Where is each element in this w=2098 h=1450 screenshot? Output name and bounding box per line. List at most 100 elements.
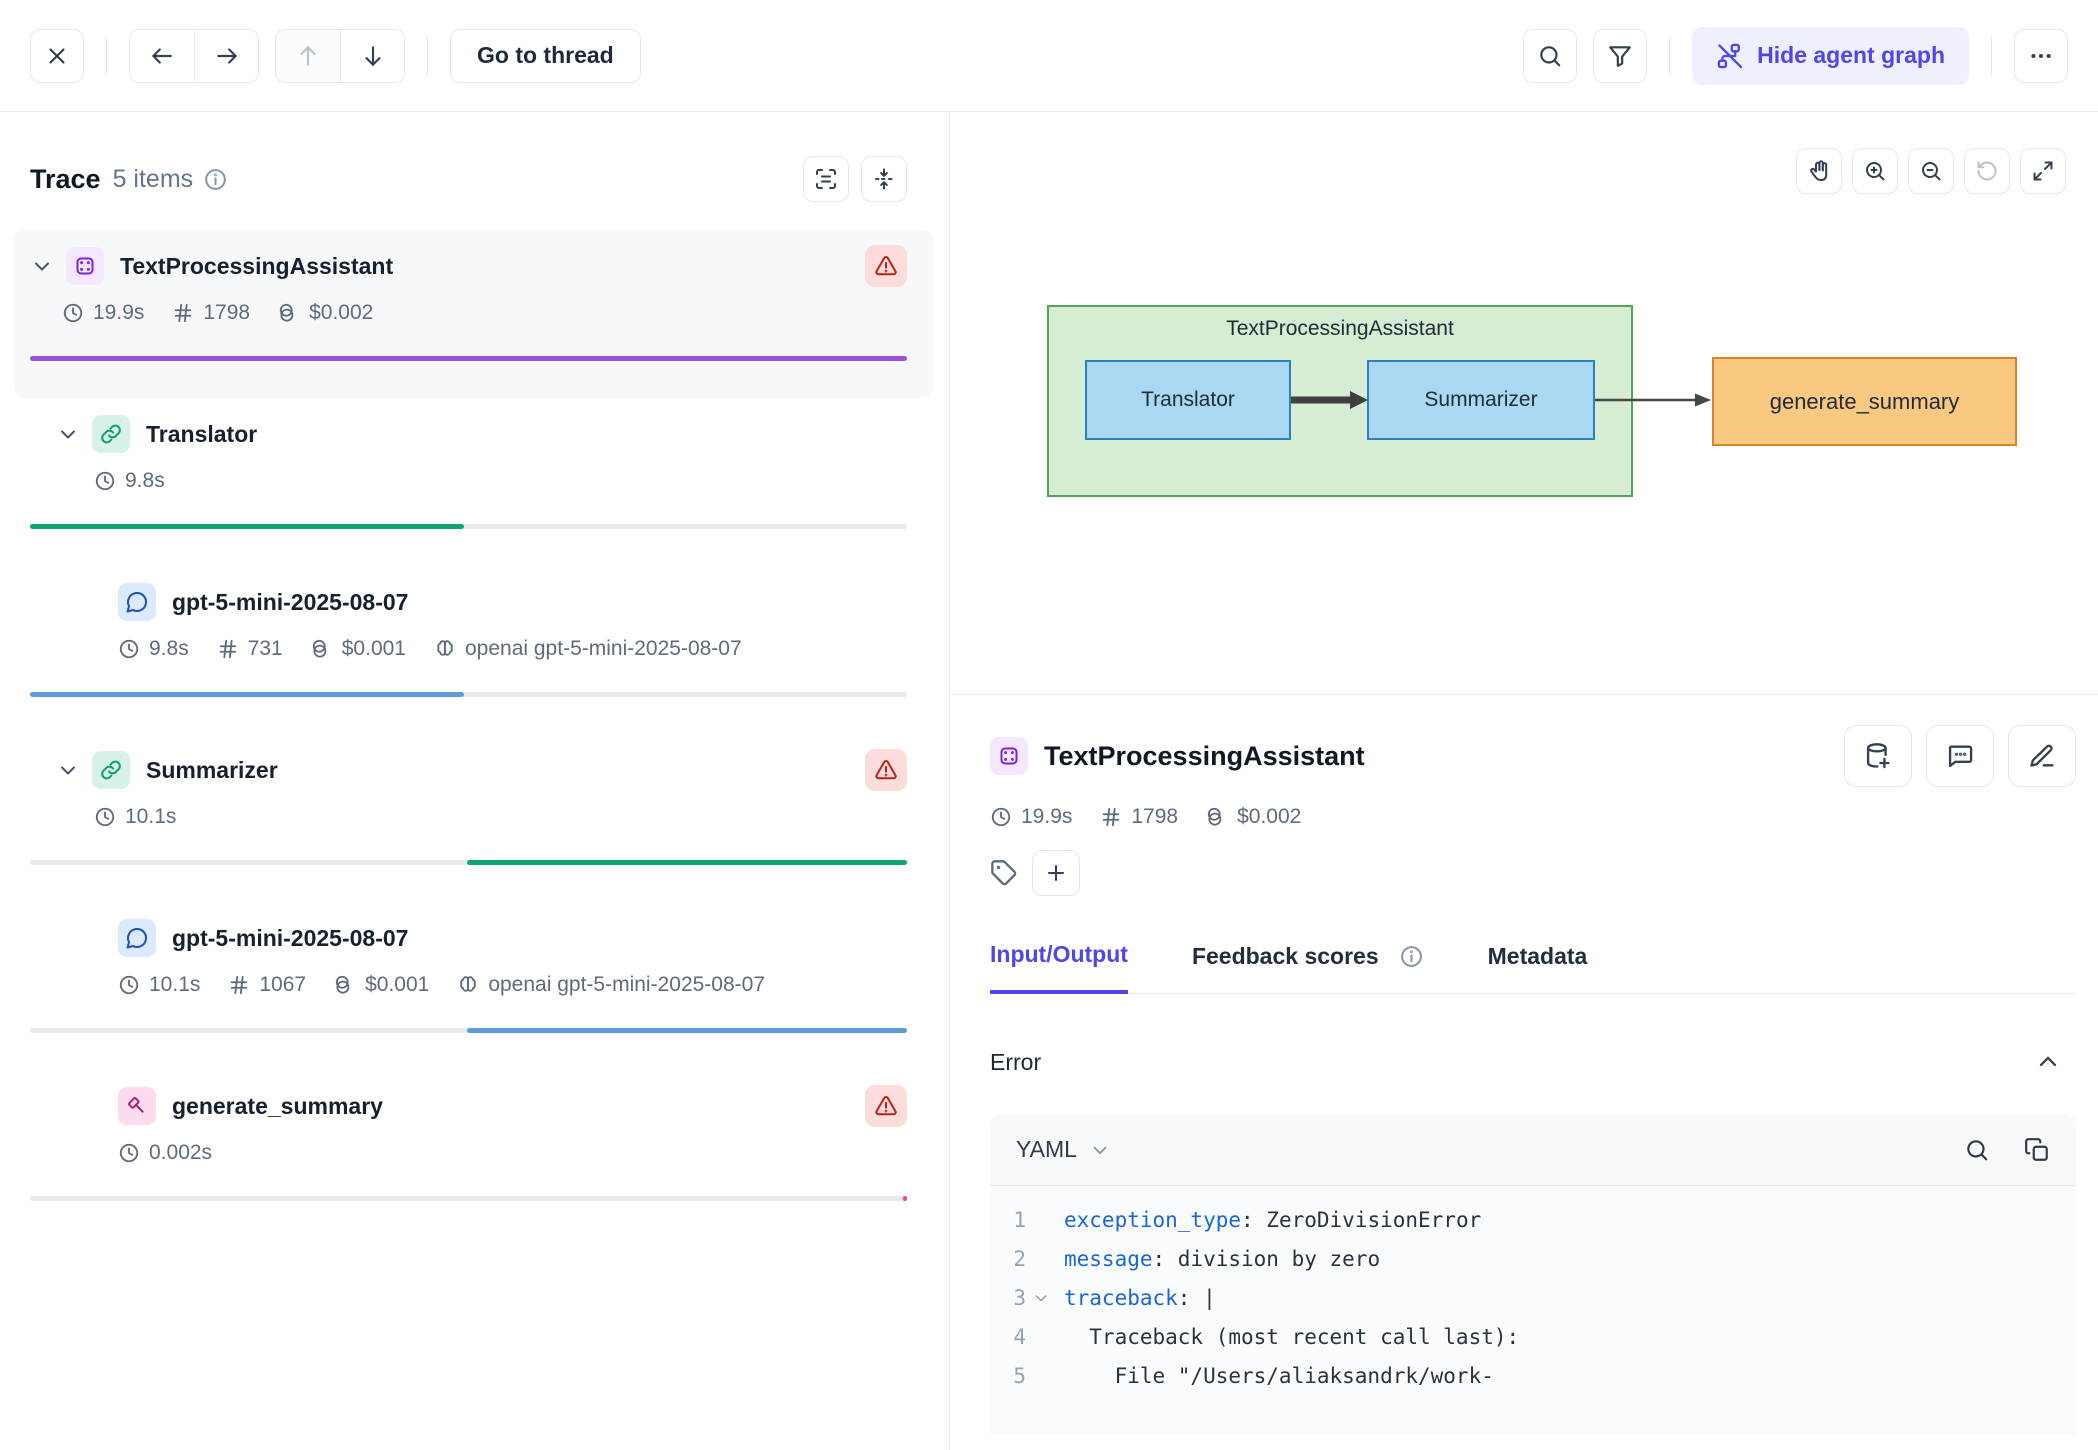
up-down-group xyxy=(275,28,405,83)
graph-node-translator[interactable]: Translator xyxy=(1085,360,1291,440)
graph-node-generate-summary[interactable]: generate_summary xyxy=(1712,357,2017,446)
duration-bar xyxy=(30,524,907,529)
cost: $0.001 xyxy=(341,637,406,660)
token-count: 731 xyxy=(247,637,283,660)
trace-panel: Trace 5 items TextProcessingAssistant xyxy=(0,112,950,1450)
expand-tree-button[interactable] xyxy=(803,156,849,202)
collapse-vertical-icon xyxy=(872,167,896,191)
agent-graph-canvas[interactable]: TextProcessingAssistant Translator Summa… xyxy=(950,112,2098,695)
agent-graph-off-icon xyxy=(1716,42,1744,70)
tree-row-generate-summary[interactable]: generate_summary 0.002s xyxy=(30,1070,907,1238)
hide-agent-graph-button[interactable]: Hide agent graph xyxy=(1692,26,1969,85)
fold-toggle-icon[interactable] xyxy=(1026,1290,1056,1306)
clock-icon xyxy=(118,974,140,996)
token-count: 1798 xyxy=(203,301,251,324)
error-badge xyxy=(865,1085,907,1127)
model-brain-icon xyxy=(457,974,479,996)
add-to-dataset-button[interactable] xyxy=(1844,725,1912,787)
tree-row-translator[interactable]: Translator 9.8s xyxy=(30,398,907,566)
graph-node-summarizer[interactable]: Summarizer xyxy=(1367,360,1595,440)
info-icon xyxy=(1399,944,1424,969)
cost: $0.001 xyxy=(365,973,430,996)
toolbar-divider xyxy=(106,35,107,76)
span-name: gpt-5-mini-2025-08-07 xyxy=(172,924,409,951)
model-name: openai gpt-5-mini-2025-08-07 xyxy=(488,973,765,996)
error-section-title: Error xyxy=(990,1048,1042,1075)
coins-icon xyxy=(278,302,300,324)
duration-bar xyxy=(30,1028,907,1033)
chevron-up-icon[interactable] xyxy=(2034,1048,2062,1076)
hand-icon xyxy=(1807,159,1831,183)
filter-button[interactable] xyxy=(1593,28,1648,83)
collapse-all-button[interactable] xyxy=(861,156,907,202)
zoom-out-button[interactable] xyxy=(1908,148,1954,194)
rotate-ccw-icon xyxy=(1975,159,1999,183)
tree-row-textprocessingassistant[interactable]: TextProcessingAssistant 19.9s 1798 $0.00… xyxy=(14,230,933,398)
code-language-select[interactable]: YAML xyxy=(1016,1136,1111,1163)
add-tag-button[interactable] xyxy=(1032,850,1080,896)
tree-row-gpt-5-mini-2[interactable]: gpt-5-mini-2025-08-07 10.1s 1067 $0.001 … xyxy=(30,902,907,1070)
clock-icon xyxy=(990,806,1012,828)
copy-button[interactable] xyxy=(2024,1137,2050,1163)
next-button[interactable] xyxy=(194,29,258,82)
code-search-button[interactable] xyxy=(1964,1137,1990,1163)
search-button[interactable] xyxy=(1523,28,1578,83)
close-button[interactable] xyxy=(30,28,84,83)
zoom-in-button[interactable] xyxy=(1852,148,1898,194)
chain-icon xyxy=(92,415,130,453)
search-icon xyxy=(1537,43,1563,69)
arrow-left-icon xyxy=(149,43,175,69)
code-line: 2 message: division by zero xyxy=(1013,1246,1381,1271)
arrow-up-icon xyxy=(295,43,321,69)
hash-icon xyxy=(1100,806,1122,828)
chat-bubble-icon xyxy=(118,919,156,957)
tree-row-gpt-5-mini-1[interactable]: gpt-5-mini-2025-08-07 9.8s 731 $0.001 op… xyxy=(30,566,907,734)
duration-bar xyxy=(30,1196,907,1201)
hammer-icon xyxy=(118,1087,156,1125)
coins-icon xyxy=(334,974,356,996)
span-name: Summarizer xyxy=(146,756,278,783)
code-line: 3 traceback: | xyxy=(1013,1285,1216,1310)
up-button[interactable] xyxy=(276,29,340,82)
comment-icon xyxy=(1946,742,1974,770)
top-toolbar: Go to thread Hide agent graph xyxy=(0,0,2098,112)
zoom-out-icon xyxy=(1919,159,1943,183)
error-code-block: YAML 1 exception_type: ZeroDivisionError… xyxy=(990,1114,2076,1435)
chevron-down-icon[interactable] xyxy=(56,758,80,782)
comments-button[interactable] xyxy=(1926,725,1994,787)
chat-bubble-icon xyxy=(118,583,156,621)
tab-input-output[interactable]: Input/Output xyxy=(990,941,1128,994)
reset-view-button[interactable] xyxy=(1964,148,2010,194)
duration: 19.9s xyxy=(1021,805,1073,828)
toolbar-divider xyxy=(427,35,428,76)
code-content: 1 exception_type: ZeroDivisionError 2 me… xyxy=(990,1186,2076,1435)
clock-icon xyxy=(94,470,116,492)
more-actions-button[interactable] xyxy=(2014,28,2068,83)
duration-bar xyxy=(30,356,907,361)
chevron-down-icon xyxy=(1089,1139,1111,1161)
details-tabs: Input/Output Feedback scores Metadata xyxy=(990,941,2076,994)
code-line: 4 Traceback (most recent call last): xyxy=(1013,1324,1520,1349)
agent-icon xyxy=(990,737,1028,775)
agent-icon xyxy=(66,247,104,285)
edit-button[interactable] xyxy=(2008,725,2076,787)
tab-metadata[interactable]: Metadata xyxy=(1487,942,1588,969)
go-to-thread-button[interactable]: Go to thread xyxy=(450,28,641,83)
tab-feedback-scores[interactable]: Feedback scores xyxy=(1192,941,1424,993)
duration: 19.9s xyxy=(93,301,145,324)
span-details-panel: TextProcessingAssistant 19.9s 1798 $0.00… xyxy=(950,695,2098,1450)
tree-row-summarizer[interactable]: Summarizer 10.1s xyxy=(30,734,907,902)
arrow-right-icon xyxy=(214,43,240,69)
down-button[interactable] xyxy=(340,29,404,82)
info-icon[interactable] xyxy=(203,167,228,192)
previous-button[interactable] xyxy=(130,29,194,82)
trace-items-count: 5 items xyxy=(112,164,194,193)
hash-icon xyxy=(228,974,250,996)
chevron-down-icon[interactable] xyxy=(30,254,54,278)
cost: $0.002 xyxy=(309,301,374,324)
code-line: 5 File "/Users/aliaksandrk/work- xyxy=(1013,1363,1494,1388)
fullscreen-button[interactable] xyxy=(2020,148,2066,194)
pan-button[interactable] xyxy=(1796,148,1842,194)
chevron-down-icon[interactable] xyxy=(56,422,80,446)
toolbar-divider xyxy=(1991,35,1992,76)
